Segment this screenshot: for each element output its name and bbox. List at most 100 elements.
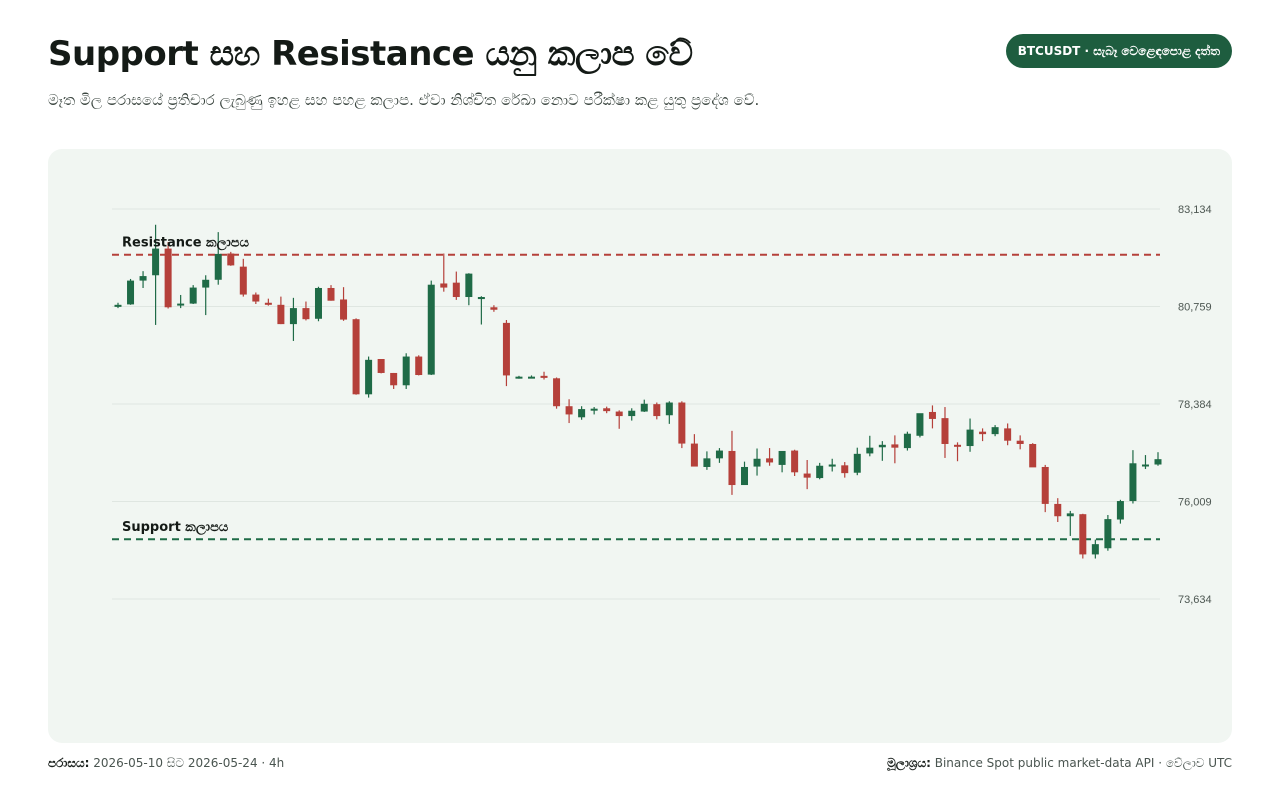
candle-body [866,447,874,454]
candle [515,375,523,379]
candle-body [502,322,510,376]
candle [878,441,886,461]
candle-body [928,411,936,419]
candle [390,372,398,389]
candle [941,407,949,458]
level-layer [112,253,1160,541]
candle [891,435,899,464]
candle-body [289,308,297,325]
candle-body [841,465,849,474]
candle [365,356,373,398]
candle-body [941,418,949,444]
candle-body [578,409,586,418]
candle [928,405,936,429]
candle [766,448,774,466]
candle [1054,498,1062,522]
page-title: Support සහ Resistance යනු කලාප වේ [48,34,693,74]
candle [565,399,573,424]
candle-body [427,284,435,375]
candle-body [590,408,598,411]
candle [578,406,586,420]
range-value: 2026-05-10 සිට 2026-05-24 · 4h [93,756,285,770]
candle-body [954,444,962,447]
candle [289,297,297,341]
candle-body [653,404,661,417]
candle-body [1029,443,1037,468]
candle-body [189,287,197,304]
candle [314,286,322,322]
candle-body [390,372,398,386]
candle [1029,443,1037,468]
candle [164,242,172,309]
candle-body [1066,513,1074,517]
candle [1041,464,1049,513]
candle-body [352,319,360,395]
candle-body [816,465,824,479]
candle [690,434,698,467]
candle [327,285,335,301]
candle-body [164,248,172,308]
candle [753,448,761,476]
candle [665,401,673,424]
candle-body [264,302,272,305]
candle [340,287,348,321]
candle [1091,539,1099,559]
candle [352,318,360,395]
candle [741,461,749,486]
candle-body [327,287,335,301]
candle-body [152,248,160,276]
candle [202,275,210,316]
range-info: පරාසය: 2026-05-10 සිට 2026-05-24 · 4h [48,756,284,771]
candle [979,428,987,442]
candle-body [991,427,999,435]
range-label: පරාසය: [48,756,90,770]
y-tick-label: 78,384 [1178,399,1212,411]
candle [127,278,135,305]
candle-body [1041,466,1049,504]
candle-layer [114,224,1162,559]
candle-body [1129,463,1137,502]
candle [715,448,723,463]
candle [678,401,686,449]
candle-body [640,403,648,412]
candle-body [553,378,561,407]
source-value: Binance Spot public market-data API · වේ… [934,756,1232,770]
candle [252,292,260,304]
candle-body [1141,464,1149,467]
chart-panel: 83,134 80,759 78,384 76,009 73,634 Resistanc… [48,149,1232,743]
candle [139,271,147,288]
y-tick-label: 80,759 [1178,302,1212,314]
candle-body [615,411,623,417]
candle [803,459,811,490]
candle-body [828,464,836,467]
candle [1154,452,1162,466]
candle [1016,435,1024,450]
candle-body [966,429,974,447]
candle-body [252,294,260,302]
candle [1129,450,1137,504]
candle-body [114,304,122,307]
candle-body [340,299,348,320]
page-subtitle: මෑත මිල පරාසයේ ප්‍රතිචාර ලැබුණු ඉහළ සහ ප… [48,91,760,109]
candle-body [477,297,485,300]
candle [214,232,222,285]
candle-body [690,443,698,467]
candle-body [1104,519,1112,549]
candle-body [903,433,911,449]
candle [1116,499,1124,524]
candle [239,258,247,297]
candle-body [753,458,761,467]
candle [452,271,460,300]
candle-body [728,450,736,486]
candle-body [1091,544,1099,555]
y-tick-label: 83,134 [1178,204,1212,216]
y-tick-label: 76,009 [1178,497,1212,509]
candle [302,301,310,321]
candle [477,296,485,325]
candle [703,451,711,470]
candle-body [377,359,385,373]
source-info: මූලාශ්‍රය: Binance Spot public market-da… [887,756,1232,771]
candle-body [916,413,924,436]
candle-body [678,402,686,444]
candle-body [227,253,235,266]
